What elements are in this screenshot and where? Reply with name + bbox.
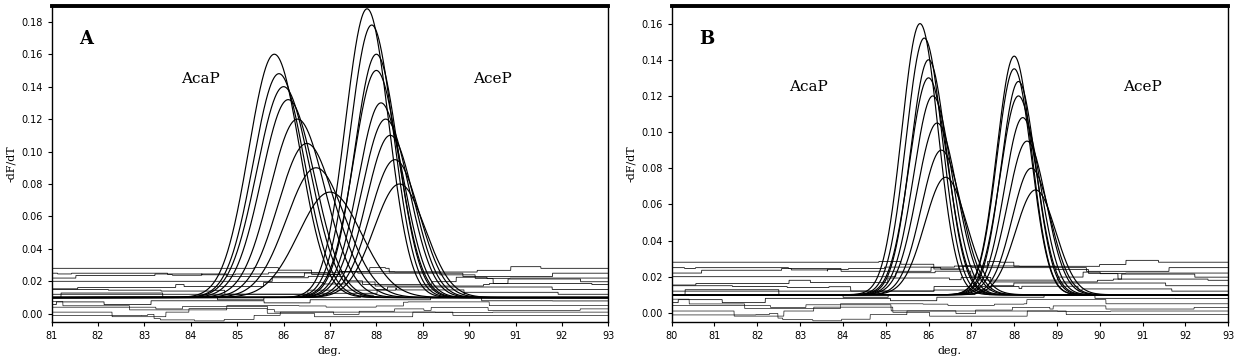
Y-axis label: -dF/dT: -dF/dT — [5, 146, 16, 182]
Text: AceP: AceP — [472, 72, 512, 87]
Text: AcaP: AcaP — [790, 80, 828, 93]
Text: AceP: AceP — [1123, 80, 1162, 93]
Y-axis label: -dF/dT: -dF/dT — [625, 146, 636, 182]
Text: AcaP: AcaP — [181, 72, 219, 87]
Text: A: A — [79, 30, 93, 47]
X-axis label: deg.: deg. — [937, 346, 962, 357]
Text: B: B — [699, 30, 714, 47]
X-axis label: deg.: deg. — [317, 346, 342, 357]
